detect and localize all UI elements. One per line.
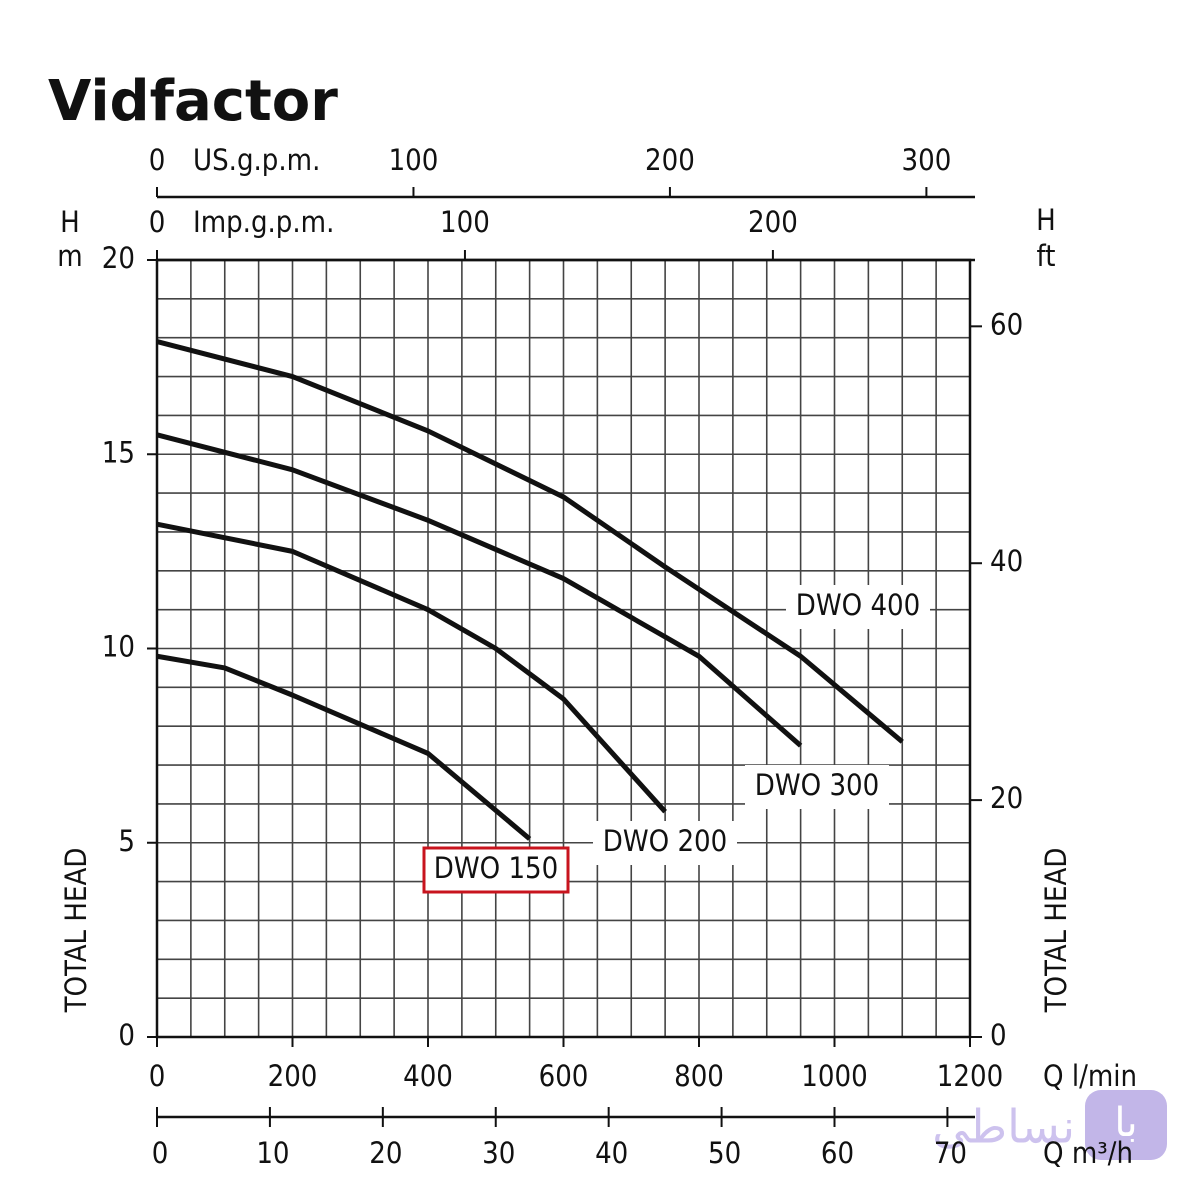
x-tick-label: 800 [674, 1059, 724, 1093]
label-bg [422, 846, 570, 894]
axis-tick-label: 30 [482, 1136, 515, 1170]
x-tick-label: 200 [268, 1059, 318, 1093]
brand: نساطی [932, 1100, 1075, 1154]
y-tick-label: 5 [118, 824, 135, 858]
axis-tick-label: 60 [821, 1136, 854, 1170]
axis-tick-label: 100 [440, 205, 490, 239]
y-tick-label: 15 [102, 435, 135, 469]
axis-tick-label: 40 [595, 1136, 628, 1170]
y-unit: m [57, 239, 82, 273]
axis-tick-label: 20 [990, 781, 1023, 815]
badge-box [1085, 1090, 1167, 1160]
axis-tick-label: 200 [748, 205, 798, 239]
axis-tick-label: 200 [645, 143, 695, 177]
x-tick-label: 0 [149, 1059, 166, 1093]
x-tick-label: 400 [403, 1059, 453, 1093]
series-label: DWO 400 [796, 588, 921, 622]
y-tick-label: 0 [118, 1018, 135, 1052]
y-symbol: H [60, 205, 80, 239]
curve [156, 432, 803, 748]
axis-tick-label: 10 [256, 1136, 289, 1170]
x-title: Q l/min [1043, 1059, 1137, 1093]
axis-tick-label: 0 [152, 1136, 169, 1170]
axis-tick-label: 20 [369, 1136, 402, 1170]
axis-label: Q m³/h [1043, 1136, 1133, 1170]
axis-unit: ft [1037, 239, 1056, 273]
curve [156, 653, 532, 841]
axis-tick-label: 300 [902, 143, 952, 177]
x-tick-label: 1200 [937, 1059, 1003, 1093]
y-tick-label: 10 [102, 630, 135, 664]
axis-tick-label: 60 [990, 307, 1023, 341]
logo: Vidfactor [48, 69, 338, 134]
y-tick-label: 20 [102, 241, 135, 275]
axis-tick-label: 0 [149, 205, 166, 239]
axis-tick-label: 0 [149, 143, 166, 177]
axis-symbol: H [1036, 203, 1056, 237]
series-label: DWO 150 [434, 851, 559, 885]
x-tick-label: 600 [539, 1059, 589, 1093]
curve [156, 339, 904, 744]
badge: با [1114, 1100, 1137, 1146]
label-bg [786, 585, 930, 629]
curve [156, 521, 667, 814]
axis-label: Imp.g.p.m. [193, 205, 334, 239]
axis-tick-label: 50 [708, 1136, 741, 1170]
axis-tick-label: 100 [389, 143, 439, 177]
label-bg [593, 821, 737, 865]
axis-title: TOTAL HEAD [1039, 848, 1073, 1014]
axis-tick-label: 70 [934, 1136, 967, 1170]
axis-label: US.g.p.m. [193, 143, 320, 177]
series-label: DWO 300 [755, 768, 880, 802]
series-label: DWO 200 [603, 824, 728, 858]
x-tick-label: 1000 [801, 1059, 867, 1093]
label-bg [745, 765, 889, 809]
axis-tick-label: 0 [990, 1018, 1007, 1052]
axis-tick-label: 40 [990, 544, 1023, 578]
y-title: TOTAL HEAD [59, 848, 93, 1014]
